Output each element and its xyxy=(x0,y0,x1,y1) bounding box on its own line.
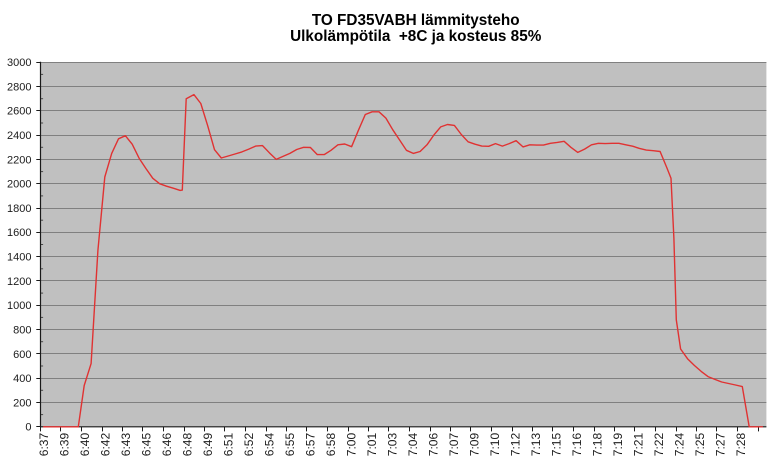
svg-text:7:19: 7:19 xyxy=(611,433,625,457)
svg-text:1800: 1800 xyxy=(7,203,31,215)
svg-text:7:07: 7:07 xyxy=(447,433,461,457)
svg-text:7:15: 7:15 xyxy=(549,433,563,457)
svg-text:200: 200 xyxy=(13,397,31,409)
svg-text:6:49: 6:49 xyxy=(201,433,215,457)
svg-text:7:13: 7:13 xyxy=(529,433,543,457)
svg-text:6:48: 6:48 xyxy=(180,433,194,457)
svg-text:1200: 1200 xyxy=(7,276,31,288)
svg-text:7:27: 7:27 xyxy=(713,433,727,457)
svg-text:1000: 1000 xyxy=(7,300,31,312)
svg-text:0: 0 xyxy=(25,422,31,434)
svg-text:7:03: 7:03 xyxy=(385,433,399,457)
svg-text:6:39: 6:39 xyxy=(57,433,71,457)
svg-text:800: 800 xyxy=(13,325,31,337)
svg-text:2600: 2600 xyxy=(7,106,31,118)
svg-text:6:46: 6:46 xyxy=(160,433,174,457)
svg-text:7:24: 7:24 xyxy=(672,433,686,457)
svg-text:6:45: 6:45 xyxy=(139,433,153,457)
svg-text:6:58: 6:58 xyxy=(324,433,338,457)
svg-text:1600: 1600 xyxy=(7,227,31,239)
svg-text:7:01: 7:01 xyxy=(365,433,379,457)
svg-text:6:37: 6:37 xyxy=(37,433,51,457)
svg-text:6:54: 6:54 xyxy=(262,433,276,457)
svg-text:6:51: 6:51 xyxy=(221,433,235,457)
svg-text:3000: 3000 xyxy=(7,57,31,69)
svg-text:2800: 2800 xyxy=(7,81,31,93)
svg-text:7:12: 7:12 xyxy=(508,433,522,457)
svg-text:2200: 2200 xyxy=(7,154,31,166)
svg-text:400: 400 xyxy=(13,373,31,385)
svg-text:6:43: 6:43 xyxy=(119,433,133,457)
svg-text:Ulkolämpötila +8C ja kosteus: Ulkolämpötila +8C ja kosteus 85% xyxy=(290,28,542,45)
svg-text:TO FD35VABH lämmitysteho: TO FD35VABH lämmitysteho xyxy=(312,12,520,29)
svg-text:7:04: 7:04 xyxy=(406,433,420,457)
svg-text:7:18: 7:18 xyxy=(590,433,604,457)
svg-text:7:16: 7:16 xyxy=(570,433,584,457)
svg-text:7:10: 7:10 xyxy=(488,433,502,457)
svg-text:1400: 1400 xyxy=(7,252,31,264)
svg-text:2000: 2000 xyxy=(7,179,31,191)
svg-text:7:06: 7:06 xyxy=(426,433,440,457)
svg-text:7:25: 7:25 xyxy=(693,433,707,457)
svg-text:2400: 2400 xyxy=(7,130,31,142)
svg-text:7:09: 7:09 xyxy=(467,433,481,457)
svg-text:600: 600 xyxy=(13,349,31,361)
svg-text:7:28: 7:28 xyxy=(734,433,748,457)
svg-text:6:52: 6:52 xyxy=(242,433,256,457)
svg-text:6:42: 6:42 xyxy=(98,433,112,457)
svg-text:6:40: 6:40 xyxy=(78,433,92,457)
svg-text:7:00: 7:00 xyxy=(344,433,358,457)
svg-text:6:57: 6:57 xyxy=(303,433,317,457)
svg-text:7:21: 7:21 xyxy=(631,433,645,457)
svg-text:7:22: 7:22 xyxy=(652,433,666,457)
svg-text:6:55: 6:55 xyxy=(283,433,297,457)
